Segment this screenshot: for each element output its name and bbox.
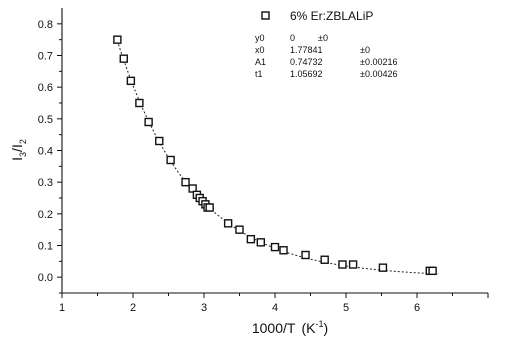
fit-param-name: x0 [255,45,265,55]
legend-label: 6% Er:ZBLALiP [290,9,373,23]
data-point [428,266,437,276]
x-axis: 1 2 3 4 5 6 [59,293,489,314]
fit-param-t1: t1 1.05692 ±0.00426 [255,69,397,79]
fit-param-value: 0.74732 [290,57,323,67]
data-point [135,98,144,108]
data-point [246,234,256,244]
data-point [113,35,122,44]
x-axis-title: 1000/T (K-1) [252,319,328,336]
data-point [155,136,164,146]
y-tick-label: 0.4 [38,146,53,158]
fit-param-y0: y0 0 ±0 [255,33,328,43]
data-point [205,203,214,212]
y-tick-label: 0.1 [38,241,53,253]
x-tick-label: 4 [272,302,278,314]
data-point [338,260,347,269]
fit-param-error: ±0.00426 [360,69,397,79]
x-tick-label: 6 [414,302,420,314]
fit-param-error: ±0 [360,45,370,55]
y-tick-label: 0.0 [38,272,53,284]
x-tick-label: 3 [201,302,207,314]
data-point [181,177,190,187]
data-point [256,238,265,247]
legend: 6% Er:ZBLALiP [261,9,373,23]
data-point [348,260,358,269]
x-tick-label: 2 [130,302,136,314]
x-tick-label: 1 [59,302,65,314]
fit-param-error: ±0.00216 [360,57,397,67]
fit-param-name: t1 [255,69,263,79]
fit-param-error: ±0 [318,33,328,43]
y-axis: 0.0 0.1 0.2 0.3 0.4 0.5 0.6 0.7 0.8 [38,19,62,294]
data-point [279,246,288,255]
data-point [270,242,280,252]
data-point [378,263,388,272]
data-point [166,155,175,165]
data-point [235,225,244,234]
fit-param-value: 1.05692 [290,69,323,79]
legend-marker [261,11,270,20]
data-point [126,76,136,86]
fit-parameters-table: y0 0 ±0 x0 1.77841 ±0 A1 0.74732 ±0.0021… [255,33,397,79]
y-tick-label: 0.2 [38,209,53,221]
data-point [223,219,233,228]
y-tick-label: 0.7 [38,51,53,63]
y-axis-title: I3/I2 [9,139,28,161]
y-tick-label: 0.3 [38,177,53,189]
data-points [113,35,437,276]
fit-param-value: 1.77841 [290,45,323,55]
data-point [320,255,329,264]
x-tick-label: 5 [343,302,349,314]
fit-param-x0: x0 1.77841 ±0 [255,45,370,55]
data-point [301,250,310,260]
y-tick-label: 0.6 [38,82,53,94]
fit-param-name: A1 [255,57,266,67]
y-tick-label: 0.5 [38,114,53,126]
data-point [144,117,153,127]
fit-param-a1: A1 0.74732 ±0.00216 [255,57,397,67]
data-point [188,184,197,193]
data-point [119,54,128,63]
y-tick-label: 0.8 [38,19,53,31]
fit-param-value: 0 [290,33,295,43]
fit-param-name: y0 [255,33,265,43]
